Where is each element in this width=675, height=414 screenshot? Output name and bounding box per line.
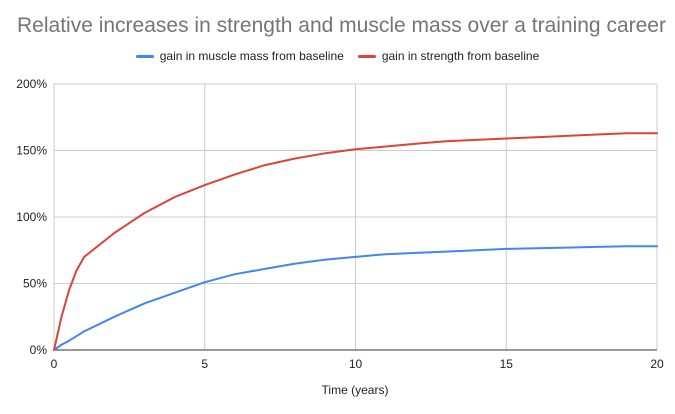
- x-axis-label: Time (years): [322, 383, 389, 397]
- series-lines: [53, 132, 658, 351]
- y-tick-label: 0%: [30, 343, 48, 357]
- series-line-muscle-mass: [53, 245, 658, 351]
- y-tick-label: 150%: [16, 144, 47, 158]
- legend-item-muscle[interactable]: gain in muscle mass from baseline: [135, 49, 344, 63]
- y-tick-label: 100%: [16, 210, 47, 224]
- legend-swatch-strength: [357, 54, 376, 58]
- legend-label-muscle: gain in muscle mass from baseline: [159, 49, 344, 63]
- legend-swatch-muscle: [135, 54, 154, 58]
- legend-label-strength: gain in strength from baseline: [381, 49, 540, 63]
- gridlines: [53, 83, 658, 351]
- x-tick-label: 15: [500, 357, 514, 371]
- tick-labels: 0% 50% 100% 150% 200% 0 5 10 15 20: [16, 77, 664, 371]
- legend-item-strength[interactable]: gain in strength from baseline: [357, 49, 540, 63]
- y-tick-label: 50%: [23, 277, 47, 291]
- series-line-strength: [53, 132, 658, 351]
- legend: gain in muscle mass from baseline gain i…: [0, 49, 675, 63]
- chart-title: Relative increases in strength and muscl…: [17, 14, 666, 37]
- x-tick-label: 5: [201, 357, 208, 371]
- x-tick-label: 10: [349, 357, 363, 371]
- x-tick-label: 20: [650, 357, 664, 371]
- y-tick-label: 200%: [16, 77, 47, 91]
- x-tick-label: 0: [51, 357, 58, 371]
